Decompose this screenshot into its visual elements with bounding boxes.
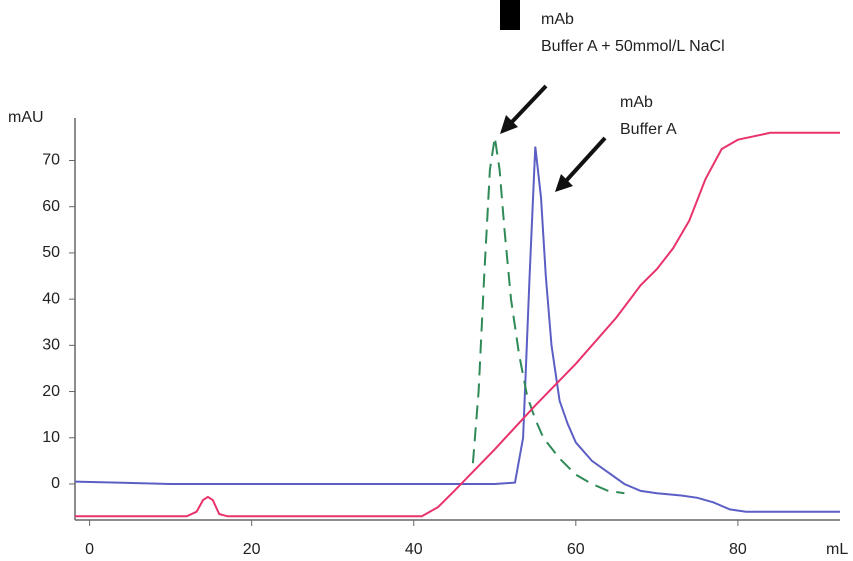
y-tick-label: 40 <box>42 290 60 307</box>
x-tick-label: 40 <box>405 541 423 558</box>
arrow <box>563 136 607 184</box>
series-line <box>75 131 840 518</box>
x-tick-label: 60 <box>567 541 585 558</box>
title-fragment <box>500 0 520 30</box>
arrow-head <box>500 115 518 134</box>
x-tick-label: 80 <box>729 541 747 558</box>
y-axis-label: mAU <box>8 109 44 126</box>
y-tick-label: 0 <box>51 475 60 492</box>
arrows <box>508 84 607 184</box>
y-tick-label: 70 <box>42 152 60 169</box>
x-axis-label: mL <box>826 541 848 558</box>
y-tick-label: 20 <box>42 383 60 400</box>
annotation: mAb <box>541 11 574 28</box>
series-line <box>471 137 625 495</box>
annotation: Buffer A <box>620 121 677 138</box>
annotation: mAb <box>620 94 653 111</box>
y-tick-label: 10 <box>42 429 60 446</box>
annotation: Buffer A + 50mmol/L NaCl <box>541 38 725 55</box>
arrow <box>508 84 548 126</box>
y-tick-label: 50 <box>42 244 60 261</box>
series-line <box>74 146 840 513</box>
x-tick-label: 20 <box>243 541 261 558</box>
arrow-head <box>555 174 573 192</box>
y-tick-label: 60 <box>42 198 60 215</box>
x-tick-label: 0 <box>85 541 94 558</box>
y-tick-label: 30 <box>42 337 60 354</box>
